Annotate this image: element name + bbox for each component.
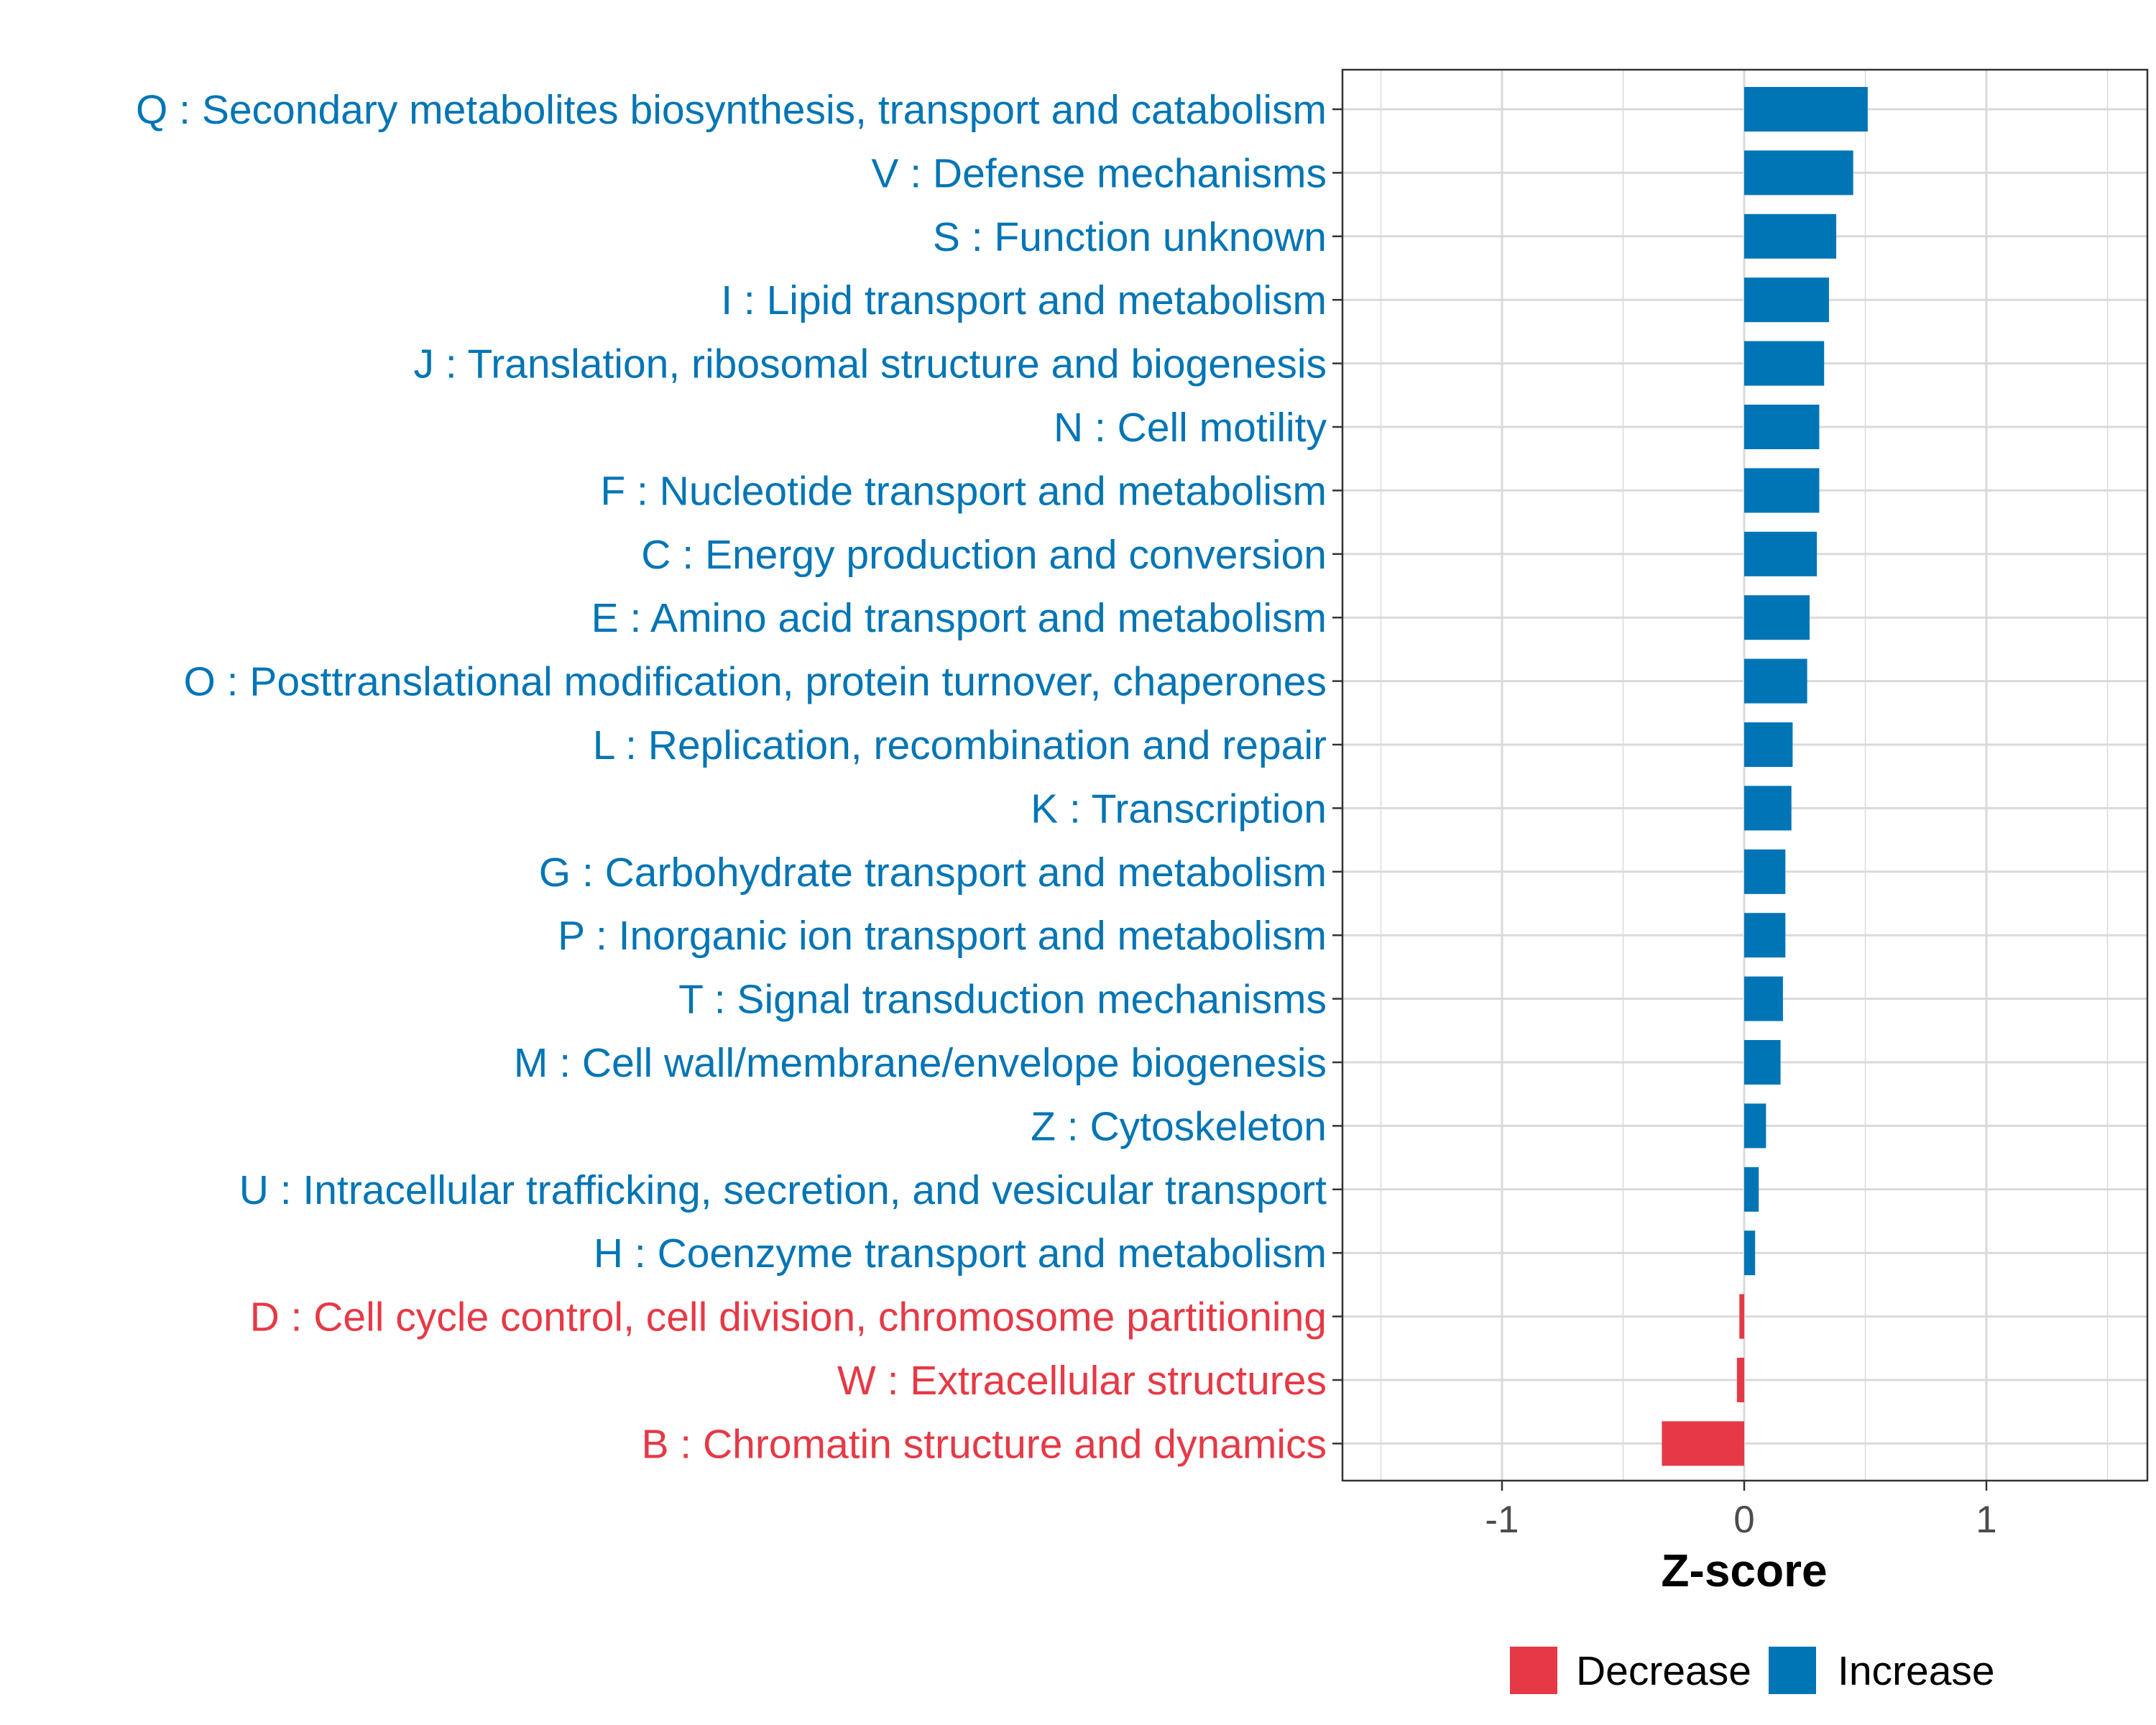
category-label: P : Inorganic ion transport and metaboli… — [558, 913, 1327, 959]
category-label: O : Posttranslational modification, prot… — [183, 659, 1327, 705]
category-label: U : Intracellular trafficking, secretion… — [239, 1167, 1327, 1213]
legend-swatch-increase — [1769, 1647, 1816, 1694]
bar — [1744, 722, 1793, 767]
category-label: B : Chromatin structure and dynamics — [641, 1421, 1327, 1467]
bar — [1744, 1167, 1759, 1212]
category-labels: Q : Secondary metabolites biosynthesis, … — [136, 87, 1327, 1467]
bar — [1744, 849, 1786, 894]
category-label: V : Defense mechanisms — [871, 150, 1327, 196]
category-label: G : Carbohydrate transport and metabolis… — [539, 850, 1327, 896]
bar — [1744, 1103, 1766, 1149]
bar — [1744, 277, 1829, 323]
bar — [1744, 595, 1810, 640]
x-tick-label: 1 — [1976, 1499, 1996, 1541]
bar — [1744, 150, 1853, 196]
x-tick-label: -1 — [1485, 1499, 1519, 1541]
bar — [1662, 1421, 1744, 1466]
category-label: K : Transcription — [1031, 786, 1327, 832]
bar — [1744, 531, 1818, 576]
category-label: S : Function unknown — [933, 214, 1327, 260]
x-axis-title: Z-score — [1661, 1545, 1827, 1596]
category-label: N : Cell motility — [1054, 405, 1327, 451]
category-label: T : Signal transduction mechanisms — [678, 977, 1327, 1023]
category-label: Z : Cytoskeleton — [1031, 1103, 1327, 1149]
category-label: W : Extracellular structures — [837, 1358, 1327, 1404]
x-tick-label: 0 — [1733, 1499, 1754, 1541]
legend: Decrease Increase — [1510, 1647, 1995, 1694]
legend-swatch-decrease — [1510, 1647, 1557, 1694]
category-label: E : Amino acid transport and metabolism — [591, 595, 1327, 641]
bar — [1744, 213, 1837, 259]
category-label: F : Nucleotide transport and metabolism — [600, 468, 1327, 514]
bar — [1739, 1294, 1744, 1339]
category-label: Q : Secondary metabolites biosynthesis, … — [136, 87, 1327, 133]
bar — [1744, 658, 1807, 704]
bar — [1744, 786, 1792, 831]
bar — [1744, 913, 1786, 958]
category-label: H : Coenzyme transport and metabolism — [594, 1230, 1327, 1276]
category-label: D : Cell cycle control, cell division, c… — [250, 1294, 1327, 1340]
legend-label-increase: Increase — [1838, 1648, 1995, 1694]
category-label: I : Lipid transport and metabolism — [721, 277, 1327, 323]
y-axis-ticks — [1332, 108, 1342, 1445]
category-label: L : Replication, recombination and repai… — [593, 722, 1327, 768]
bar — [1744, 405, 1820, 449]
legend-label-decrease: Decrease — [1576, 1648, 1751, 1694]
bar — [1744, 1040, 1781, 1085]
x-axis-ticks: -1 0 1 — [1485, 1481, 1997, 1541]
bar — [1744, 468, 1820, 513]
category-label: J : Translation, ribosomal structure and… — [414, 341, 1327, 387]
category-label: C : Energy production and conversion — [641, 532, 1327, 578]
bars — [1662, 87, 1868, 1466]
bar — [1744, 1230, 1756, 1276]
bar — [1736, 1358, 1744, 1402]
bar — [1744, 341, 1825, 386]
bar — [1744, 87, 1868, 132]
bar — [1744, 976, 1783, 1021]
category-label: M : Cell wall/membrane/envelope biogenes… — [514, 1040, 1327, 1086]
